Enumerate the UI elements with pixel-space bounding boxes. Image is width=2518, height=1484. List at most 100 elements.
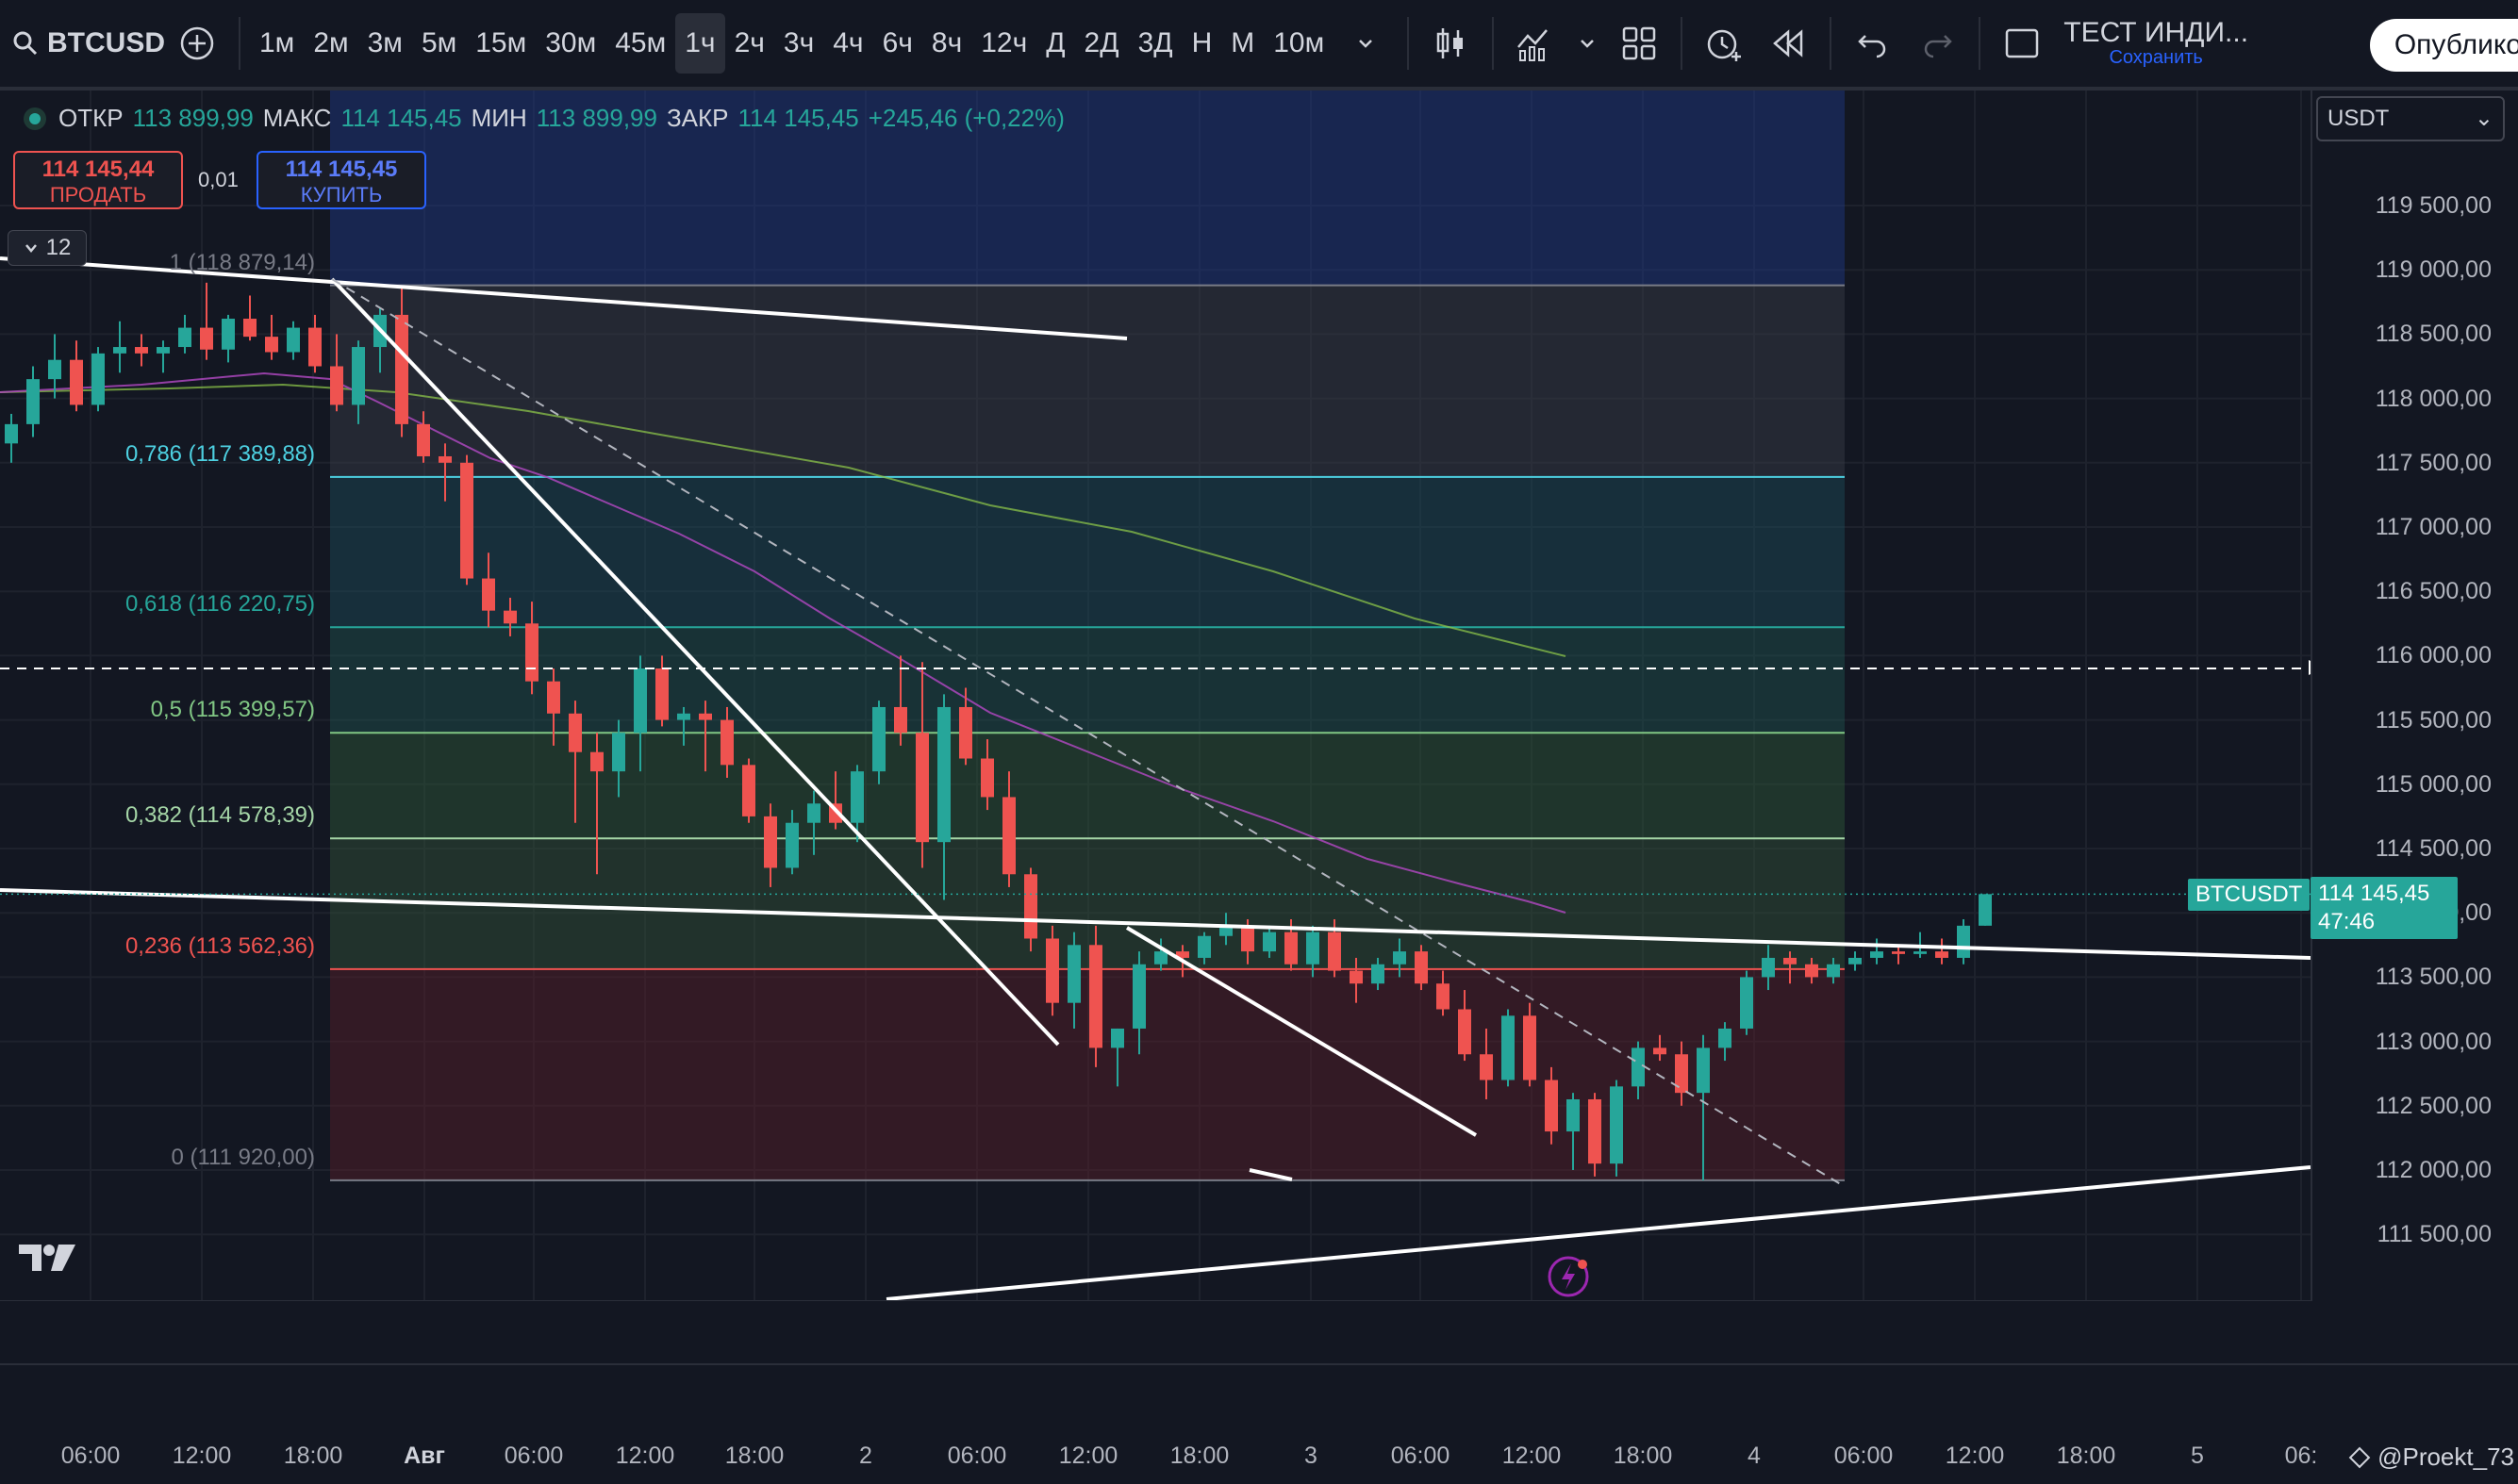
- time-tick: 12:00: [1058, 1443, 1118, 1469]
- timeframe-7[interactable]: 1ч: [675, 13, 725, 74]
- undo-button[interactable]: [1847, 17, 1899, 70]
- buy-button[interactable]: 114 145,45 КУПИТЬ: [257, 151, 426, 209]
- price-tick: 117 500,00: [2375, 449, 2492, 476]
- candle-body: [1610, 1086, 1623, 1164]
- candle-body: [1154, 951, 1168, 965]
- time-tick: 18:00: [724, 1443, 785, 1469]
- timeframe-12[interactable]: 8ч: [931, 27, 963, 58]
- replay-button[interactable]: [1762, 17, 1814, 70]
- timeframe-dropdown[interactable]: [1339, 17, 1392, 70]
- low-label: МИН: [471, 104, 527, 132]
- timeframe-6[interactable]: 45м: [615, 27, 667, 58]
- time-tick: 12:00: [615, 1443, 675, 1469]
- tradingview-logo-icon: [19, 1245, 75, 1271]
- candle-body: [1870, 951, 1883, 958]
- candle-body: [1046, 938, 1059, 1003]
- timeframe-13[interactable]: 12ч: [981, 27, 1028, 58]
- timeframe-11[interactable]: 6ч: [882, 27, 913, 58]
- timeframe-8[interactable]: 2ч: [734, 27, 765, 58]
- timeframe-9[interactable]: 3ч: [783, 27, 815, 58]
- candle-body: [157, 347, 170, 354]
- candle-body: [5, 423, 18, 444]
- price-tick: 112 000,00: [2375, 1157, 2492, 1183]
- candle-body: [1740, 977, 1753, 1029]
- buy-price: 114 145,45: [285, 157, 398, 182]
- tradingview-logo[interactable]: [17, 1243, 77, 1278]
- timeframe-16[interactable]: 3Д: [1137, 27, 1173, 58]
- candle-body: [742, 765, 755, 816]
- chart-type-button[interactable]: [1424, 17, 1477, 70]
- price-tick: 113 000,00: [2375, 1028, 2492, 1055]
- publish-button[interactable]: Опублико: [2369, 19, 2518, 72]
- timeframe-4[interactable]: 15м: [475, 27, 527, 58]
- symbol-search[interactable]: BTCUSD: [0, 0, 165, 87]
- timeframe-17[interactable]: Н: [1191, 27, 1213, 58]
- timeframe-2[interactable]: 3м: [367, 27, 403, 58]
- time-tick: 3: [1304, 1443, 1317, 1469]
- timeframe-0[interactable]: 1м: [259, 27, 295, 58]
- timeframe-19[interactable]: 10м: [1273, 27, 1325, 58]
- lightning-icon[interactable]: [1548, 1256, 1589, 1297]
- price-tick: 115 500,00: [2375, 706, 2492, 734]
- currency-select[interactable]: USDT ⌄: [2316, 96, 2505, 141]
- timeframe-15[interactable]: 2Д: [1084, 27, 1119, 58]
- candle-body: [1566, 1098, 1580, 1132]
- price-tick: 111 500,00: [2377, 1221, 2492, 1248]
- candle-body: [1436, 983, 1450, 1010]
- fib-level-label: 0,618 (116 220,75): [124, 591, 315, 618]
- time-tick: 12:00: [1501, 1443, 1562, 1469]
- timeframe-5[interactable]: 30м: [545, 27, 597, 58]
- top-toolbar: BTCUSD 1м 2м 3м 5м 15м 30м 45м 1ч 2ч 3ч 4ч 6ч 8ч 12ч Д…: [0, 0, 2518, 91]
- timeframe-18[interactable]: М: [1231, 27, 1255, 58]
- timeframe-14[interactable]: Д: [1046, 27, 1066, 58]
- candle-body: [1176, 951, 1189, 958]
- candle-body: [1762, 957, 1775, 978]
- grid-icon: [1623, 26, 1656, 60]
- candle-body: [1588, 1098, 1601, 1164]
- chevron-down-icon: [1581, 40, 1595, 48]
- time-tick: 06:00: [60, 1443, 121, 1469]
- trend-line-horizontal-support: [0, 888, 2311, 960]
- candle-body: [1827, 964, 1840, 978]
- timeframe-1[interactable]: 2м: [313, 27, 349, 58]
- timeframe-3[interactable]: 5м: [421, 27, 457, 58]
- layout-menu[interactable]: ТЕСТ ИНДИ... Сохранить: [2063, 18, 2248, 69]
- candle-body: [1133, 964, 1146, 1029]
- price-tick: 119 000,00: [2375, 256, 2492, 284]
- candle-body: [1089, 945, 1102, 1048]
- trend-line-dashed: [331, 278, 1845, 1187]
- diamond-icon: [2348, 1446, 2371, 1468]
- timeframe-10[interactable]: 4ч: [833, 27, 864, 58]
- candle-body: [1241, 925, 1254, 952]
- sell-button[interactable]: 114 145,44 ПРОДАТЬ: [13, 151, 183, 209]
- fullscreen-button[interactable]: [1996, 17, 2048, 70]
- candle-body: [308, 327, 322, 367]
- alert-button[interactable]: [1698, 17, 1750, 70]
- time-tick: 4: [1748, 1443, 1761, 1469]
- time-tick: 06:00: [1833, 1443, 1894, 1469]
- candle-body: [1024, 874, 1037, 939]
- candle-body: [1068, 945, 1081, 1003]
- price-tick: 112 500,00: [2375, 1092, 2492, 1119]
- candle-body: [482, 578, 495, 611]
- compare-symbol-button[interactable]: [171, 17, 224, 70]
- chart-canvas[interactable]: [0, 91, 2311, 1301]
- open-label: ОТКР: [58, 104, 124, 132]
- save-layout-link[interactable]: Сохранить: [2109, 46, 2203, 68]
- candle-body: [1458, 1009, 1471, 1055]
- candle-body: [1371, 964, 1384, 984]
- candle-body: [655, 668, 669, 720]
- candle-body: [352, 347, 365, 405]
- time-tick: 06:: [2284, 1443, 2318, 1469]
- indicators-button[interactable]: [1509, 17, 1562, 70]
- price-axis[interactable]: [2311, 91, 2518, 1301]
- price-tick: 117 000,00: [2375, 514, 2492, 540]
- indicators-dropdown[interactable]: [1573, 17, 1601, 70]
- toolbar-separator: [239, 17, 240, 70]
- price-tick: 118 000,00: [2375, 385, 2492, 412]
- candle-body: [287, 327, 300, 353]
- price-tick: 114 500,00: [2375, 835, 2492, 862]
- indicators-collapse-button[interactable]: 12: [8, 230, 87, 266]
- redo-button[interactable]: [1911, 17, 1963, 70]
- layouts-button[interactable]: [1613, 17, 1665, 70]
